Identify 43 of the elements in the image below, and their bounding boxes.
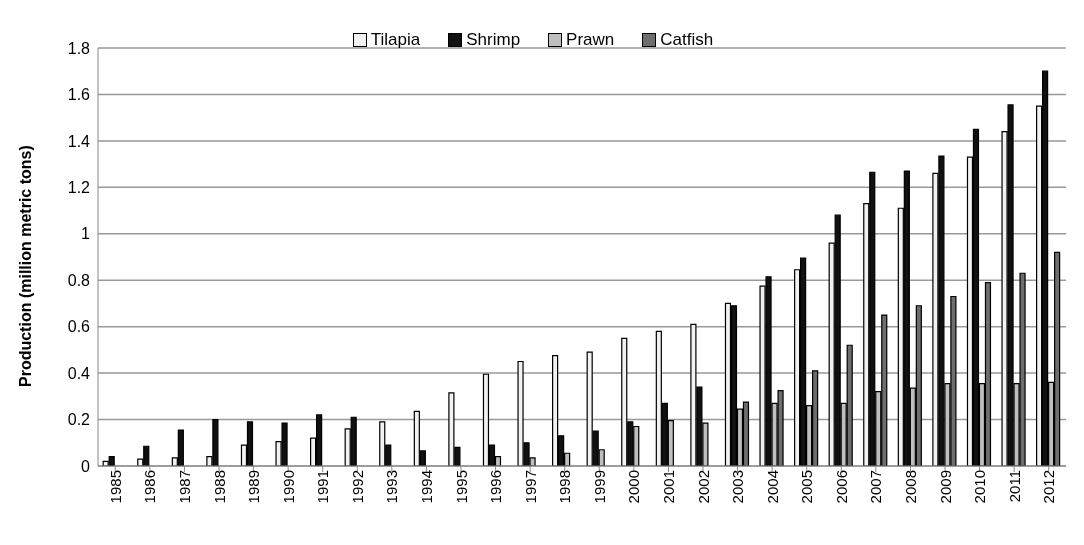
legend-label: Tilapia <box>370 30 421 50</box>
x-tick-label: 2005 <box>798 470 816 504</box>
y-tick-label: 0.4 <box>67 364 91 382</box>
y-tick-label: 1.4 <box>67 132 91 150</box>
x-tick-label: 1996 <box>487 470 505 504</box>
x-tick-label: 1993 <box>383 470 401 504</box>
y-tick-label: 0 <box>81 457 91 475</box>
x-tick-label: 1994 <box>418 470 436 504</box>
y-tick-label: 1 <box>81 225 91 243</box>
x-tick-label: 1990 <box>279 470 297 504</box>
x-tick-label: 2001 <box>660 470 678 504</box>
legend-label: Catfish <box>660 30 714 50</box>
x-tick-label: 2007 <box>867 470 885 504</box>
y-tick-label: 0.2 <box>67 411 91 429</box>
x-tick-label: 1991 <box>314 470 332 504</box>
y-tick-label: 1.8 <box>67 39 91 57</box>
x-tick-label: 1997 <box>521 470 539 504</box>
x-tick-label: 2006 <box>832 470 850 504</box>
x-tick-label: 1989 <box>245 470 263 504</box>
x-tick-label: 1999 <box>590 470 608 504</box>
x-tick-label: 2003 <box>729 470 747 504</box>
x-tick-label: 1986 <box>141 470 159 504</box>
legend-label: Prawn <box>566 30 615 50</box>
y-tick-label: 1.2 <box>67 179 91 197</box>
y-axis-title: Production (million metric tons) <box>16 145 34 387</box>
x-tick-label: 1998 <box>556 470 574 504</box>
x-tick-label: 1988 <box>210 470 228 504</box>
x-tick-label: 1992 <box>348 470 366 504</box>
x-tick-label: 1987 <box>176 470 194 504</box>
x-tick-label: 2009 <box>936 470 954 504</box>
legend-label: Shrimp <box>466 30 521 50</box>
x-tick-label: 2002 <box>694 470 712 504</box>
y-tick-label: 0.8 <box>67 271 91 289</box>
y-tick-label: 1.6 <box>67 86 91 104</box>
x-tick-label: 2008 <box>902 470 920 504</box>
x-tick-label: 1985 <box>106 470 124 504</box>
x-tick-label: 2004 <box>763 470 781 504</box>
x-tick-label: 2012 <box>1040 470 1058 504</box>
x-tick-label: 2010 <box>971 470 989 504</box>
x-tick-label: 1995 <box>452 470 470 504</box>
x-tick-label: 2011 <box>1005 470 1023 503</box>
y-tick-label: 0.6 <box>67 318 91 336</box>
x-tick-label: 2000 <box>625 470 643 504</box>
